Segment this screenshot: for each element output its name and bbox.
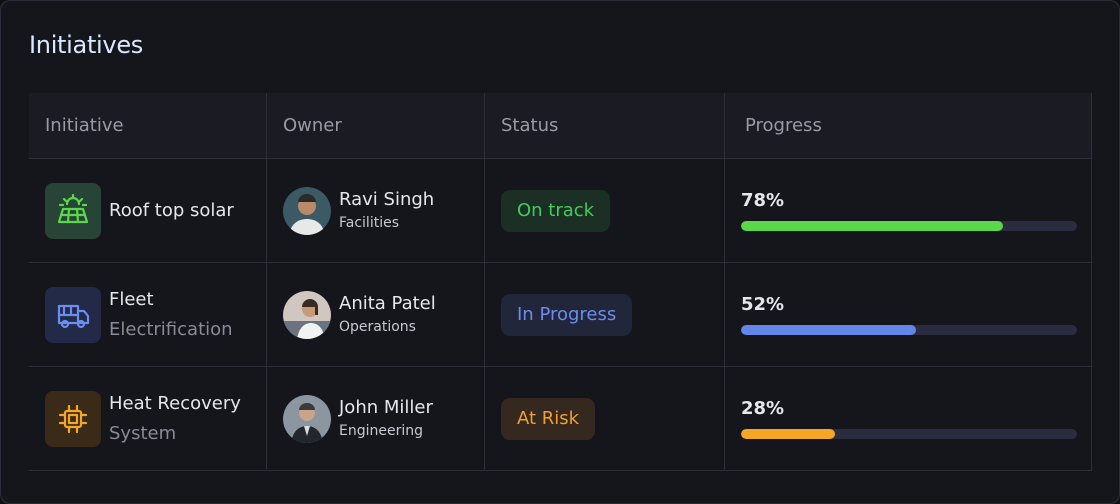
progress-bar: [741, 221, 1004, 231]
initiative-text: Heat Recovery System: [109, 389, 241, 449]
progress-track: [741, 429, 1077, 439]
progress-bar: [741, 429, 836, 439]
initiative-icon: [45, 390, 101, 447]
owner-text: John Miller Engineering: [339, 396, 433, 442]
progress-label: 28%: [741, 398, 785, 419]
initiative-icon: [45, 182, 101, 239]
status-cell: At Risk: [484, 367, 724, 471]
owner-cell: John Miller Engineering: [266, 367, 484, 471]
owner-name: Ravi Singh: [339, 188, 435, 210]
status-badge: On track: [501, 189, 611, 232]
owner-cell: Anita Patel Operations: [266, 263, 484, 367]
initiative-cell: Roof top solar: [29, 159, 266, 263]
initiative-subtitle: System: [109, 422, 177, 444]
column-header: Progress: [724, 93, 1092, 159]
progress-label: 78%: [741, 190, 785, 211]
progress-track: [741, 325, 1077, 335]
initiatives-table: Initiative Owner Status Progress Roof top so…: [29, 93, 1092, 471]
owner-avatar: [283, 186, 331, 235]
progress-track: [741, 221, 1077, 231]
status-cell: On track: [484, 159, 724, 263]
panel-title: Initiatives: [29, 31, 143, 59]
initiative-title: Heat Recovery: [109, 392, 241, 414]
owner-text: Anita Patel Operations: [339, 292, 436, 338]
initiative-icon: [45, 286, 101, 343]
progress-cell: 28%: [724, 367, 1092, 471]
status-badge: At Risk: [501, 397, 596, 440]
owner-role: Operations: [339, 318, 416, 335]
initiative-subtitle: Electrification: [109, 318, 233, 340]
column-header: Owner: [266, 93, 484, 159]
progress-label: 52%: [741, 294, 785, 315]
status-cell: In Progress: [484, 263, 724, 367]
owner-avatar: [283, 394, 331, 443]
owner-avatar: [283, 290, 331, 339]
progress-bar: [741, 325, 916, 335]
owner-name: Anita Patel: [339, 292, 436, 314]
owner-name: John Miller: [339, 396, 433, 418]
initiative-text: Roof top solar: [109, 196, 234, 226]
column-header: Status: [484, 93, 724, 159]
initiative-title: Roof top solar: [109, 199, 234, 221]
column-header: Initiative: [29, 93, 266, 159]
initiative-cell: Fleet Electrification: [29, 263, 266, 367]
progress-cell: 52%: [724, 263, 1092, 367]
initiative-title: Fleet: [109, 288, 154, 310]
owner-text: Ravi Singh Facilities: [339, 188, 434, 234]
owner-cell: Ravi Singh Facilities: [266, 159, 484, 263]
initiative-text: Fleet Electrification: [109, 285, 233, 345]
progress-cell: 78%: [724, 159, 1092, 263]
owner-role: Engineering: [339, 422, 423, 439]
owner-role: Facilities: [339, 214, 399, 231]
initiative-cell: Heat Recovery System: [29, 367, 266, 471]
status-badge: In Progress: [501, 293, 633, 336]
